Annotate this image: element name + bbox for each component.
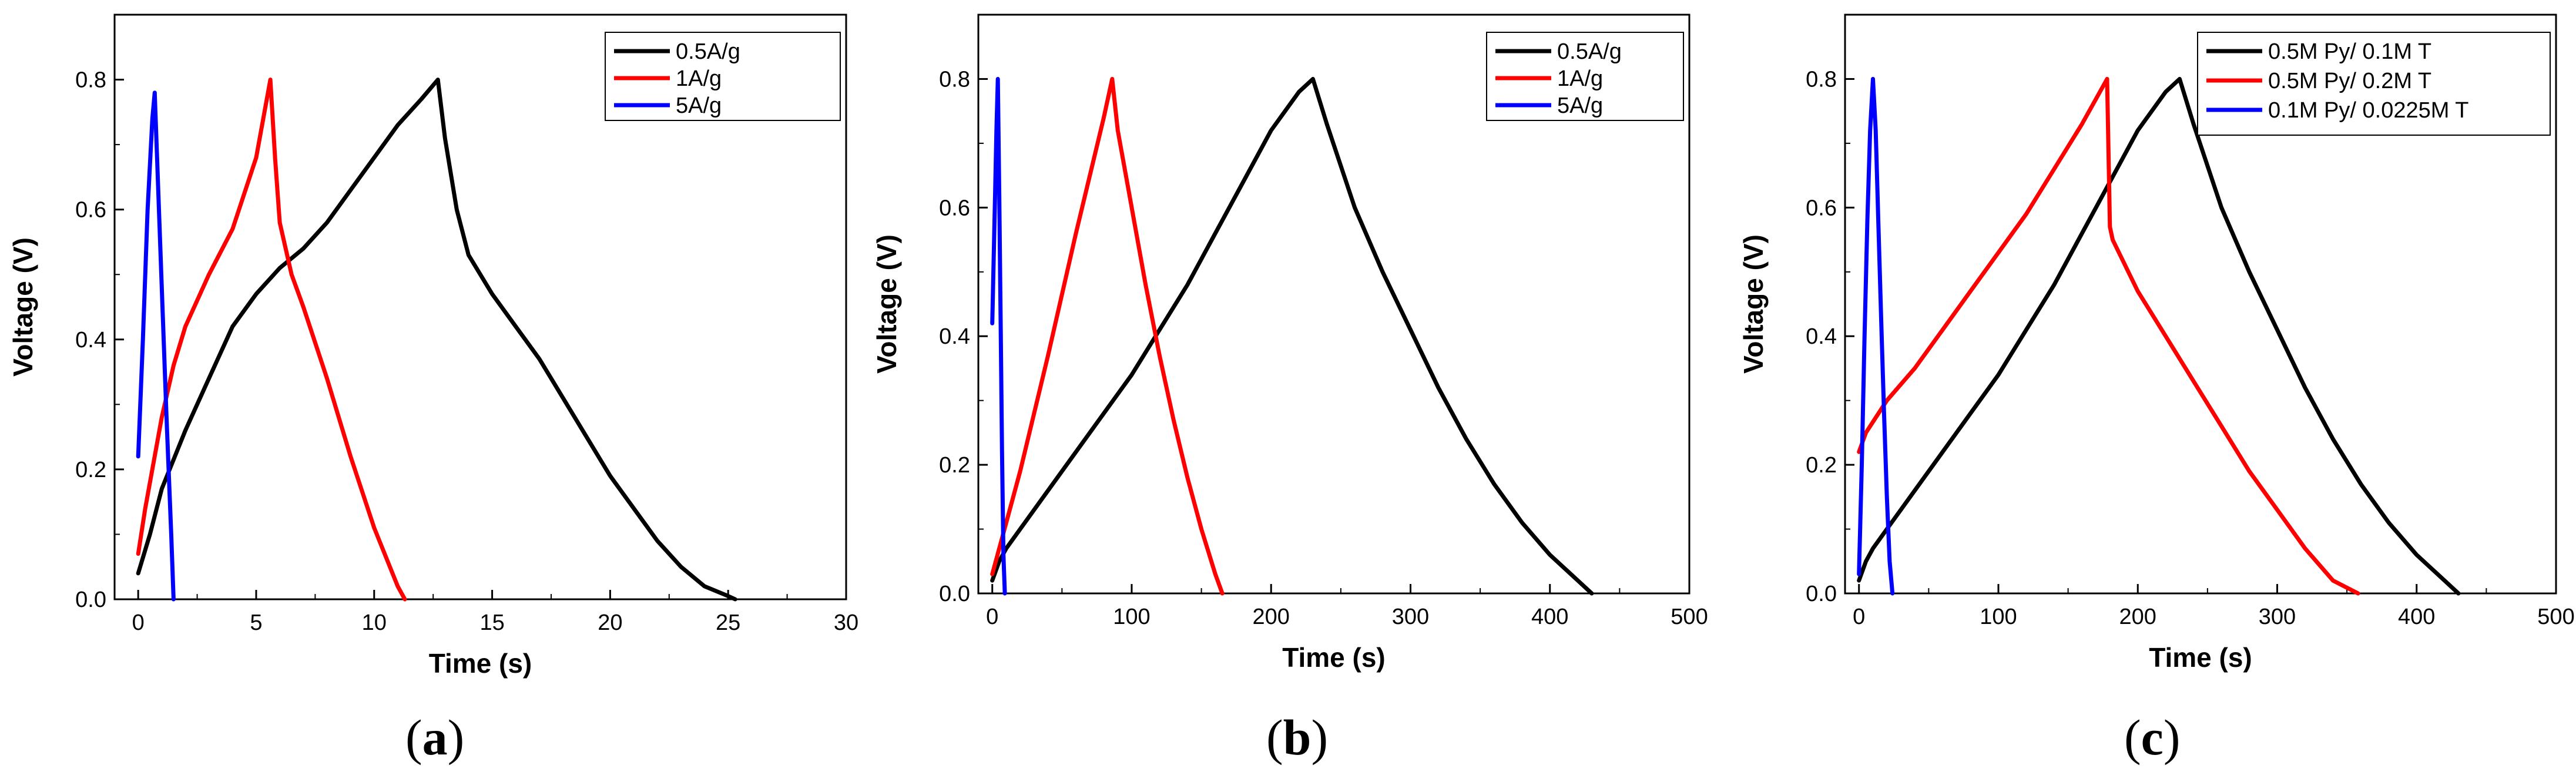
legend-label: 0.5A/g: [676, 39, 740, 64]
y-tick-label: 0.0: [1806, 582, 1837, 606]
y-axis-title: Voltage (V): [8, 237, 38, 377]
series-line-1: [990, 76, 1594, 596]
y-tick-label: 0.8: [1806, 67, 1837, 92]
y-tick-label: 0.4: [1806, 324, 1837, 349]
plot-frame: [1844, 14, 2557, 595]
chart-panel-a: 0 5 10 15 20 25 30 0.0 0.2 0.4 0.6 0.8 Time (s) Volta…: [8, 14, 858, 679]
series-line-3: [990, 76, 1007, 596]
plot-frame: [977, 14, 1690, 595]
legend-label: 0.5A/g: [1557, 39, 1622, 64]
chart-panel-c: 0 100 200 300 400 500 0.0 0.2 0.4 0.6 0.8 Time (s) V…: [1738, 14, 2575, 673]
legend-label: 1A/g: [1557, 66, 1603, 91]
series-line-3: [1857, 76, 1895, 596]
series-line-3: [136, 90, 176, 602]
y-tick-label: 0.6: [939, 196, 970, 220]
x-tick-label: 10: [362, 610, 387, 635]
panel-caption-b: (b): [1266, 709, 1329, 766]
x-axis-title: Time (s): [429, 648, 532, 679]
legend-label: 1A/g: [676, 66, 722, 91]
x-tick-label: 500: [2537, 605, 2574, 629]
x-tick-label: 500: [1671, 605, 1708, 629]
y-tick-label: 0.0: [75, 588, 106, 612]
x-tick-label: 400: [2398, 605, 2435, 629]
series-line-2: [136, 78, 407, 602]
legend: 0.5A/g1A/g5A/g: [605, 32, 841, 121]
y-tick-label: 0.2: [939, 453, 970, 478]
x-axis-title: Time (s): [1282, 642, 1386, 673]
series-line-1: [1857, 76, 2461, 596]
plot-frame: [113, 14, 847, 600]
panel-caption-b-letter: b: [1283, 709, 1312, 766]
y-axis-title: Voltage (V): [1738, 234, 1769, 374]
panel-caption-c: (c): [2124, 709, 2181, 766]
legend: 0.5M Py/ 0.1M T 0.5M Py/ 0.2M T 0.1M Py/ 0…: [2197, 32, 2551, 136]
x-tick-label: 30: [834, 610, 858, 635]
x-tick-label: 5: [250, 610, 262, 635]
series-line-2: [1857, 76, 2360, 596]
y-tick-label: 0.4: [75, 328, 106, 353]
y-axis-title: Voltage (V): [871, 234, 902, 374]
y-tick-label: 0.4: [939, 324, 970, 349]
x-tick-label: 300: [2259, 605, 2296, 629]
x-tick-label: 20: [598, 610, 622, 635]
legend-label: 5A/g: [1557, 93, 1603, 118]
y-tick-label: 0.6: [75, 198, 106, 223]
x-axis-title: Time (s): [2149, 642, 2252, 673]
legend-label: 0.5M Py/ 0.2M T: [2268, 69, 2431, 93]
legend: 0.5A/g1A/g5A/g: [1486, 32, 1684, 121]
panel-caption-c-letter: c: [2141, 709, 2164, 766]
x-tick-label: 200: [2119, 605, 2156, 629]
y-tick-label: 0.8: [75, 68, 106, 93]
series-line-1: [136, 78, 737, 602]
x-tick-label: 400: [1531, 605, 1568, 629]
y-tick-label: 0.8: [939, 67, 970, 92]
series-line-2: [990, 76, 1225, 596]
x-tick-label: 100: [1980, 605, 2017, 629]
x-tick-label: 300: [1392, 605, 1429, 629]
x-tick-label: 200: [1253, 605, 1290, 629]
x-tick-label: 0: [986, 605, 998, 629]
chart-panel-b: 0 100 200 300 400 500 0.0 0.2 0.4 0.6 0.8 Time (s) V…: [871, 14, 1708, 673]
x-tick-label: 0: [132, 610, 145, 635]
y-tick-label: 0.6: [1806, 196, 1837, 220]
x-tick-label: 25: [716, 610, 740, 635]
y-tick-label: 0.2: [75, 458, 106, 482]
legend-label: 5A/g: [676, 93, 722, 118]
panel-caption-a-letter: a: [422, 709, 448, 766]
x-tick-label: 15: [479, 610, 504, 635]
x-tick-label: 100: [1113, 605, 1150, 629]
legend-label: 0.5M Py/ 0.1M T: [2268, 39, 2431, 64]
y-tick-label: 0.2: [1806, 453, 1837, 478]
y-tick-label: 0.0: [939, 582, 970, 606]
panel-caption-a: (a): [405, 709, 465, 766]
legend-label: 0.1M Py/ 0.0225M T: [2268, 98, 2468, 123]
x-tick-label: 0: [1853, 605, 1865, 629]
